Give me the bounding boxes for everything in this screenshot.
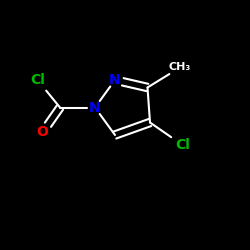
Text: N: N [109,73,121,87]
Text: CH₃: CH₃ [169,62,191,72]
Text: N: N [89,100,101,114]
Text: Cl: Cl [175,138,190,152]
Text: Cl: Cl [30,73,45,87]
Text: O: O [36,126,48,140]
